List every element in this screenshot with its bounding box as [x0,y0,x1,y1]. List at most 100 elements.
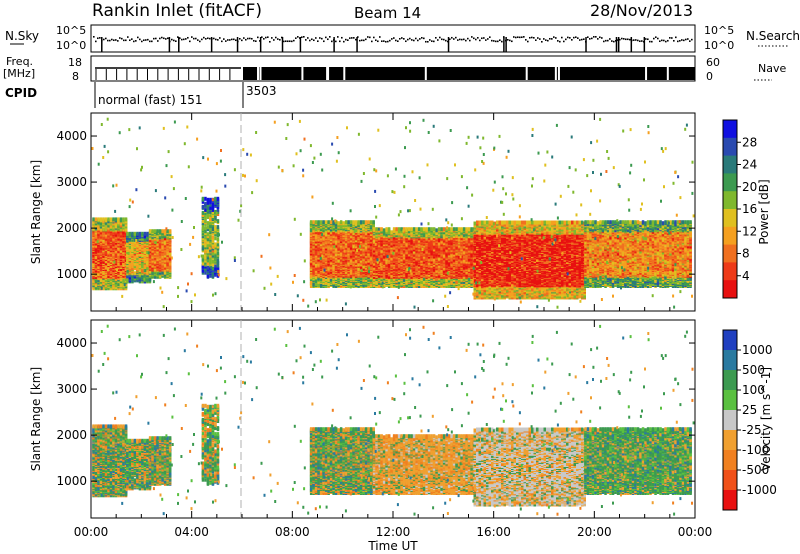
noise-point [457,39,459,41]
power-cell [117,217,120,221]
noise-point [559,41,561,43]
noise-point [239,38,241,40]
noise-point [567,37,569,39]
noise-point [327,38,329,40]
power-cell [125,217,128,221]
noise-point [183,39,185,41]
power-cell [146,232,149,236]
power-cell [408,227,411,231]
noise-point [337,36,339,38]
noise-point [571,39,573,41]
power-cell [149,229,152,233]
power-cell [212,235,215,239]
noise-point [307,37,309,39]
noise-point [657,38,659,40]
power-cell [134,232,137,236]
noise-point [557,40,559,42]
noise-point [517,36,519,38]
power-cell [207,249,210,253]
power-cell [372,220,375,224]
cpid-panel: CPID normal (fast) 151 3503 [5,82,277,108]
power-cell [107,217,110,221]
power-cell [141,232,144,236]
power-cell [112,217,115,221]
noise-point [679,40,681,42]
noise-point [483,37,485,39]
nave-tick-top: 60 [706,56,720,69]
power-cell [393,227,396,231]
noise-point [429,39,431,41]
noise-point [473,37,475,39]
noise-point [579,39,581,41]
noise-point [205,38,207,40]
power-cell [405,227,408,231]
power-cell [204,197,207,201]
noise-point [363,40,365,42]
power-cell [214,249,217,253]
power-cell [110,217,113,221]
noise-point [459,39,461,41]
power-cell [131,232,134,236]
noise-point [605,40,607,42]
noise-point [223,38,225,40]
power-cell [385,227,388,231]
noise-point [487,38,489,40]
noise-point [265,37,267,39]
noise-point [251,38,253,40]
noise-point [241,40,243,42]
noise-point [135,40,137,42]
noise-point [489,36,491,38]
cpid-label: CPID [5,86,37,100]
power-cell [202,205,205,209]
noise-point [455,37,457,39]
noise-point [507,39,509,41]
freq-gap [343,67,345,80]
noise-point [529,37,531,39]
noise-point [131,38,133,40]
noise-point [113,39,115,41]
noise-point [467,38,469,40]
noise-point [295,37,297,39]
power-cell [100,217,103,221]
noise-point [313,39,315,41]
power-cell [327,220,330,224]
noise-point [629,39,631,41]
noise-panel: N.Sky N.Search 10^5 10^0 10^5 10^0 [5,24,800,52]
noise-point [611,40,613,42]
freq-tick-bottom: 8 [72,70,79,83]
noise-point [127,36,129,38]
noise-point [105,38,107,40]
noise-point [173,40,175,42]
noise-point [641,40,643,42]
noise-point [271,37,273,39]
noise-point [655,36,657,38]
plot-title: Rankin Inlet (fitACF) [92,1,262,21]
noise-point [129,39,131,41]
noise-point [427,41,429,43]
noise-point [481,37,483,39]
noise-point [149,41,151,43]
noise-point [393,37,395,39]
noise-point [321,38,323,40]
date-label: 28/Nov/2013 [590,1,693,20]
noise-point [103,39,105,41]
noise-point [561,37,563,39]
noise-point [485,39,487,41]
power-cell [357,220,360,224]
noise-point [151,41,153,43]
noise-point [231,39,233,41]
noise-point [477,37,479,39]
noise-point [227,39,229,41]
noise-point [677,41,679,43]
power-cell [418,227,421,231]
noise-point [691,39,693,41]
noise-point [583,38,585,40]
noise-point [541,41,543,43]
noise-point [425,41,427,43]
noise-point [499,39,501,41]
noise-point [373,37,375,39]
power-cell [415,227,418,231]
noise-point [339,41,341,43]
noise-point [627,38,629,40]
power-cell [337,221,340,225]
